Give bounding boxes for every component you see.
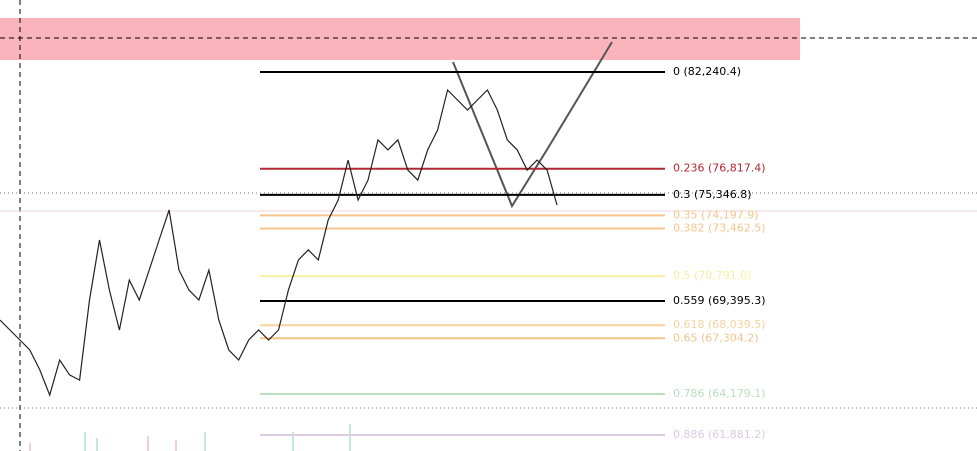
zone <box>0 18 800 60</box>
fib-label: 0.5 (70,791.0) <box>673 269 752 282</box>
fib-label: 0.236 (76,817.4) <box>673 162 766 175</box>
fib-label: 0.35 (74,197.9) <box>673 208 759 221</box>
fib-label: 0.382 (73,462.5) <box>673 222 766 235</box>
fib-label: 0 (82,240.4) <box>673 65 741 78</box>
fib-label: 0.3 (75,346.8) <box>673 188 752 201</box>
fib-label: 0.65 (67,304.2) <box>673 331 759 344</box>
fib-label: 0.786 (64,179.1) <box>673 387 766 400</box>
volume <box>29 424 351 451</box>
fib-label: 0.559 (69,395.3) <box>673 294 766 307</box>
fib-label: 0.886 (61,881.2) <box>673 428 766 441</box>
fib-label: 0.618 (68,039.5) <box>673 318 766 331</box>
price-line-series <box>0 88 558 397</box>
pattern-drawing <box>452 41 613 209</box>
